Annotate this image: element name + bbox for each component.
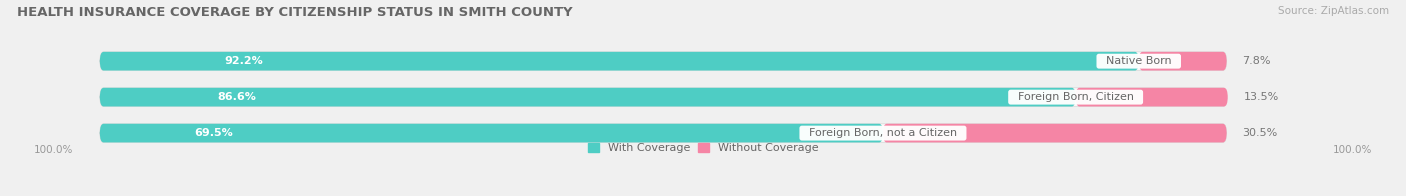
FancyBboxPatch shape (100, 88, 1076, 106)
FancyBboxPatch shape (100, 52, 1226, 71)
FancyBboxPatch shape (1076, 88, 1227, 106)
FancyBboxPatch shape (100, 124, 1226, 142)
FancyBboxPatch shape (883, 124, 1226, 142)
Text: 86.6%: 86.6% (217, 92, 256, 102)
FancyBboxPatch shape (100, 52, 1139, 71)
Text: Foreign Born, not a Citizen: Foreign Born, not a Citizen (801, 128, 965, 138)
Legend: With Coverage, Without Coverage: With Coverage, Without Coverage (588, 143, 818, 153)
Text: 30.5%: 30.5% (1243, 128, 1278, 138)
Text: 100.0%: 100.0% (1333, 145, 1372, 155)
Text: 69.5%: 69.5% (194, 128, 232, 138)
FancyBboxPatch shape (1139, 52, 1226, 71)
Text: Native Born: Native Born (1099, 56, 1178, 66)
FancyBboxPatch shape (100, 88, 1226, 106)
Text: 92.2%: 92.2% (225, 56, 263, 66)
Text: 100.0%: 100.0% (34, 145, 73, 155)
Text: Foreign Born, Citizen: Foreign Born, Citizen (1011, 92, 1140, 102)
Text: HEALTH INSURANCE COVERAGE BY CITIZENSHIP STATUS IN SMITH COUNTY: HEALTH INSURANCE COVERAGE BY CITIZENSHIP… (17, 6, 572, 19)
Text: 13.5%: 13.5% (1244, 92, 1279, 102)
Text: Source: ZipAtlas.com: Source: ZipAtlas.com (1278, 6, 1389, 16)
FancyBboxPatch shape (100, 124, 883, 142)
Text: 7.8%: 7.8% (1243, 56, 1271, 66)
